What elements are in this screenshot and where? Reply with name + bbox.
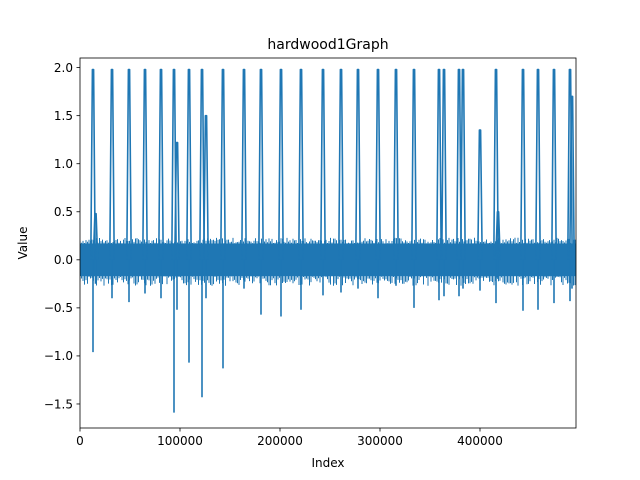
y-tick-label-2: −0.5	[44, 301, 73, 315]
y-tick-label-7: 2.0	[54, 61, 73, 75]
series-spike-5	[158, 68, 164, 299]
x-tick-label-1: 100000	[157, 434, 203, 448]
series-spike-21	[411, 68, 417, 308]
chart-title: hardwood1Graph	[267, 37, 388, 53]
y-tick-label-6: 1.5	[54, 109, 73, 123]
x-tick-label-4: 400000	[457, 434, 503, 448]
series-spike-24	[456, 68, 462, 297]
series-spike-11	[220, 68, 226, 369]
plot-frame	[79, 57, 577, 429]
series-spike-26	[477, 129, 483, 291]
series-spike-28	[495, 211, 501, 279]
x-axis-title: Index	[311, 456, 344, 470]
series-spike-8	[186, 68, 192, 363]
y-axis: −1.5 −1.0 −0.5 0.0 0.5 1.0 1.5 2.0	[44, 61, 80, 411]
series-spike-1	[92, 212, 99, 284]
x-tick-label-0: 0	[76, 434, 84, 448]
series-spike-10	[203, 114, 209, 299]
x-tick-label-3: 300000	[357, 434, 403, 448]
series-spike-7	[174, 141, 180, 310]
series-group	[80, 68, 576, 413]
series-spike-22	[436, 68, 442, 301]
y-axis-title: Value	[16, 227, 30, 260]
x-axis: 0 100000 200000 300000 400000	[76, 428, 503, 448]
series-spike-15	[298, 68, 304, 310]
y-tick-label-1: −1.0	[44, 349, 73, 363]
series-spike-3	[126, 68, 132, 303]
series-spike-30	[535, 68, 541, 310]
series-spike-16	[320, 68, 326, 296]
series-spike-17	[338, 68, 344, 293]
series-spike-13	[258, 68, 264, 315]
series-spike-33	[569, 95, 575, 289]
series-spike-18	[355, 68, 361, 289]
y-tick-label-4: 0.5	[54, 205, 73, 219]
y-tick-label-0: −1.5	[44, 397, 73, 411]
series-spike-9	[199, 68, 205, 398]
series-spike-4	[142, 68, 148, 294]
series-spike-14	[278, 68, 284, 317]
series-spike-0	[90, 68, 96, 353]
x-tick-label-2: 200000	[257, 434, 303, 448]
series-spike-12	[241, 68, 247, 289]
series-spike-2	[109, 68, 115, 299]
series-spike-25	[460, 68, 466, 289]
plot-area	[79, 57, 577, 429]
y-tick-label-5: 1.0	[54, 157, 73, 171]
series-spike-19	[375, 68, 381, 299]
y-tick-label-3: 0.0	[54, 253, 73, 267]
series-spike-20	[393, 68, 399, 286]
series-spike-31	[551, 68, 557, 304]
series-spike-29	[520, 68, 526, 311]
series-spike-23	[441, 68, 447, 297]
series-spike-27	[493, 68, 499, 304]
